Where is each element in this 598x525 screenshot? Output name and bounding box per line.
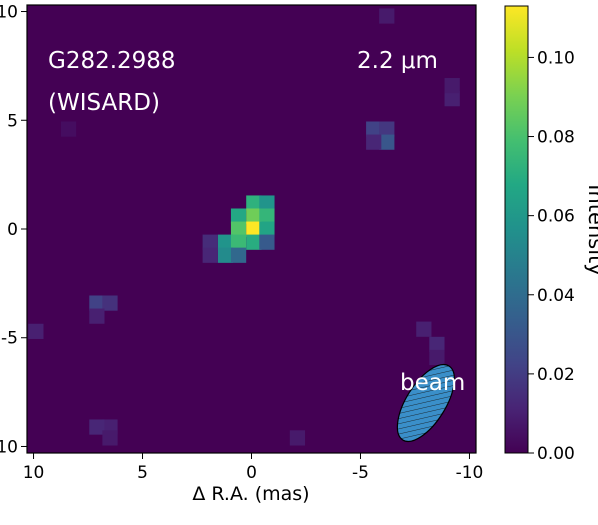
source-name-label: G282.2988 (48, 48, 176, 74)
heatmap-pixel (89, 419, 104, 434)
heatmap-pixel (218, 235, 233, 250)
heatmap-pixel (416, 322, 431, 337)
y-tick-label: -5 (1, 329, 18, 349)
heatmap-pixel (231, 248, 246, 263)
heatmap-pixel (445, 78, 460, 93)
colorbar-tick-label: 0.02 (537, 365, 575, 385)
heatmap-pixel (203, 248, 218, 263)
heatmap-pixel (231, 222, 246, 237)
heatmap-pixel (379, 135, 394, 150)
y-axis-ticks: 10 5 0 -5 10 (0, 3, 27, 458)
colorbar-tick-label: 0.04 (537, 286, 575, 306)
heatmap-pixel (203, 235, 218, 250)
heatmap-pixel (28, 324, 43, 339)
colorbar-tick-label: 0.10 (537, 48, 575, 68)
heatmap-pixel (259, 195, 274, 210)
x-tick-label: 0 (246, 463, 257, 483)
heatmap-pixel (89, 309, 104, 324)
heatmap-pixel (290, 430, 305, 445)
wavelength-label: 2.2 μm (357, 48, 438, 74)
heatmap-pixel (246, 208, 261, 223)
instrument-label: (WISARD) (48, 90, 160, 116)
y-tick-label: 0 (7, 220, 18, 240)
colorbar-tick-label: 0.00 (537, 444, 575, 464)
heatmap-pixel (379, 8, 394, 23)
colorbar (505, 6, 528, 453)
heatmap-pixel (379, 122, 394, 137)
colorbar-tick-label: 0.06 (537, 207, 575, 227)
heatmap-pixel (259, 222, 274, 237)
heatmap-pixel (231, 235, 246, 250)
heatmap-pixel (445, 91, 460, 106)
y-tick-label: 10 (0, 437, 18, 457)
heatmap-pixel (366, 122, 381, 137)
x-tick-label: 5 (137, 463, 148, 483)
colorbar-label: Intensity (584, 184, 598, 275)
heatmap-pixel (102, 430, 117, 445)
x-axis-label: Δ R.A. (mas) (192, 483, 309, 505)
heatmap-pixel (61, 122, 76, 137)
x-tick-label: -10 (456, 463, 484, 483)
heatmap-pixel (259, 235, 274, 250)
heatmap-pixel (246, 235, 261, 250)
heatmap-pixel (259, 208, 274, 223)
x-axis-ticks: 10 5 0 -5 -10 (23, 453, 484, 483)
heatmap-pixel (231, 208, 246, 223)
heatmap-pixel (102, 295, 117, 310)
heatmap-pixel (246, 222, 261, 237)
heatmap-pixel (366, 135, 381, 150)
heatmap-pixel (218, 248, 233, 263)
heatmap-pixel (246, 195, 261, 210)
x-tick-label: 10 (23, 463, 45, 483)
heatmap-pixel (429, 350, 444, 365)
x-tick-label: -5 (352, 463, 369, 483)
y-tick-label: 10 (0, 3, 18, 23)
heatmap-pixel (429, 337, 444, 352)
beam-label: beam (400, 370, 465, 396)
heatmap-pixel (89, 295, 104, 310)
colorbar-tick-label: 0.08 (537, 128, 575, 148)
y-tick-label: 5 (7, 111, 18, 131)
colorbar-ticks: 0.00 0.02 0.04 0.06 0.08 0.10 (528, 48, 575, 464)
